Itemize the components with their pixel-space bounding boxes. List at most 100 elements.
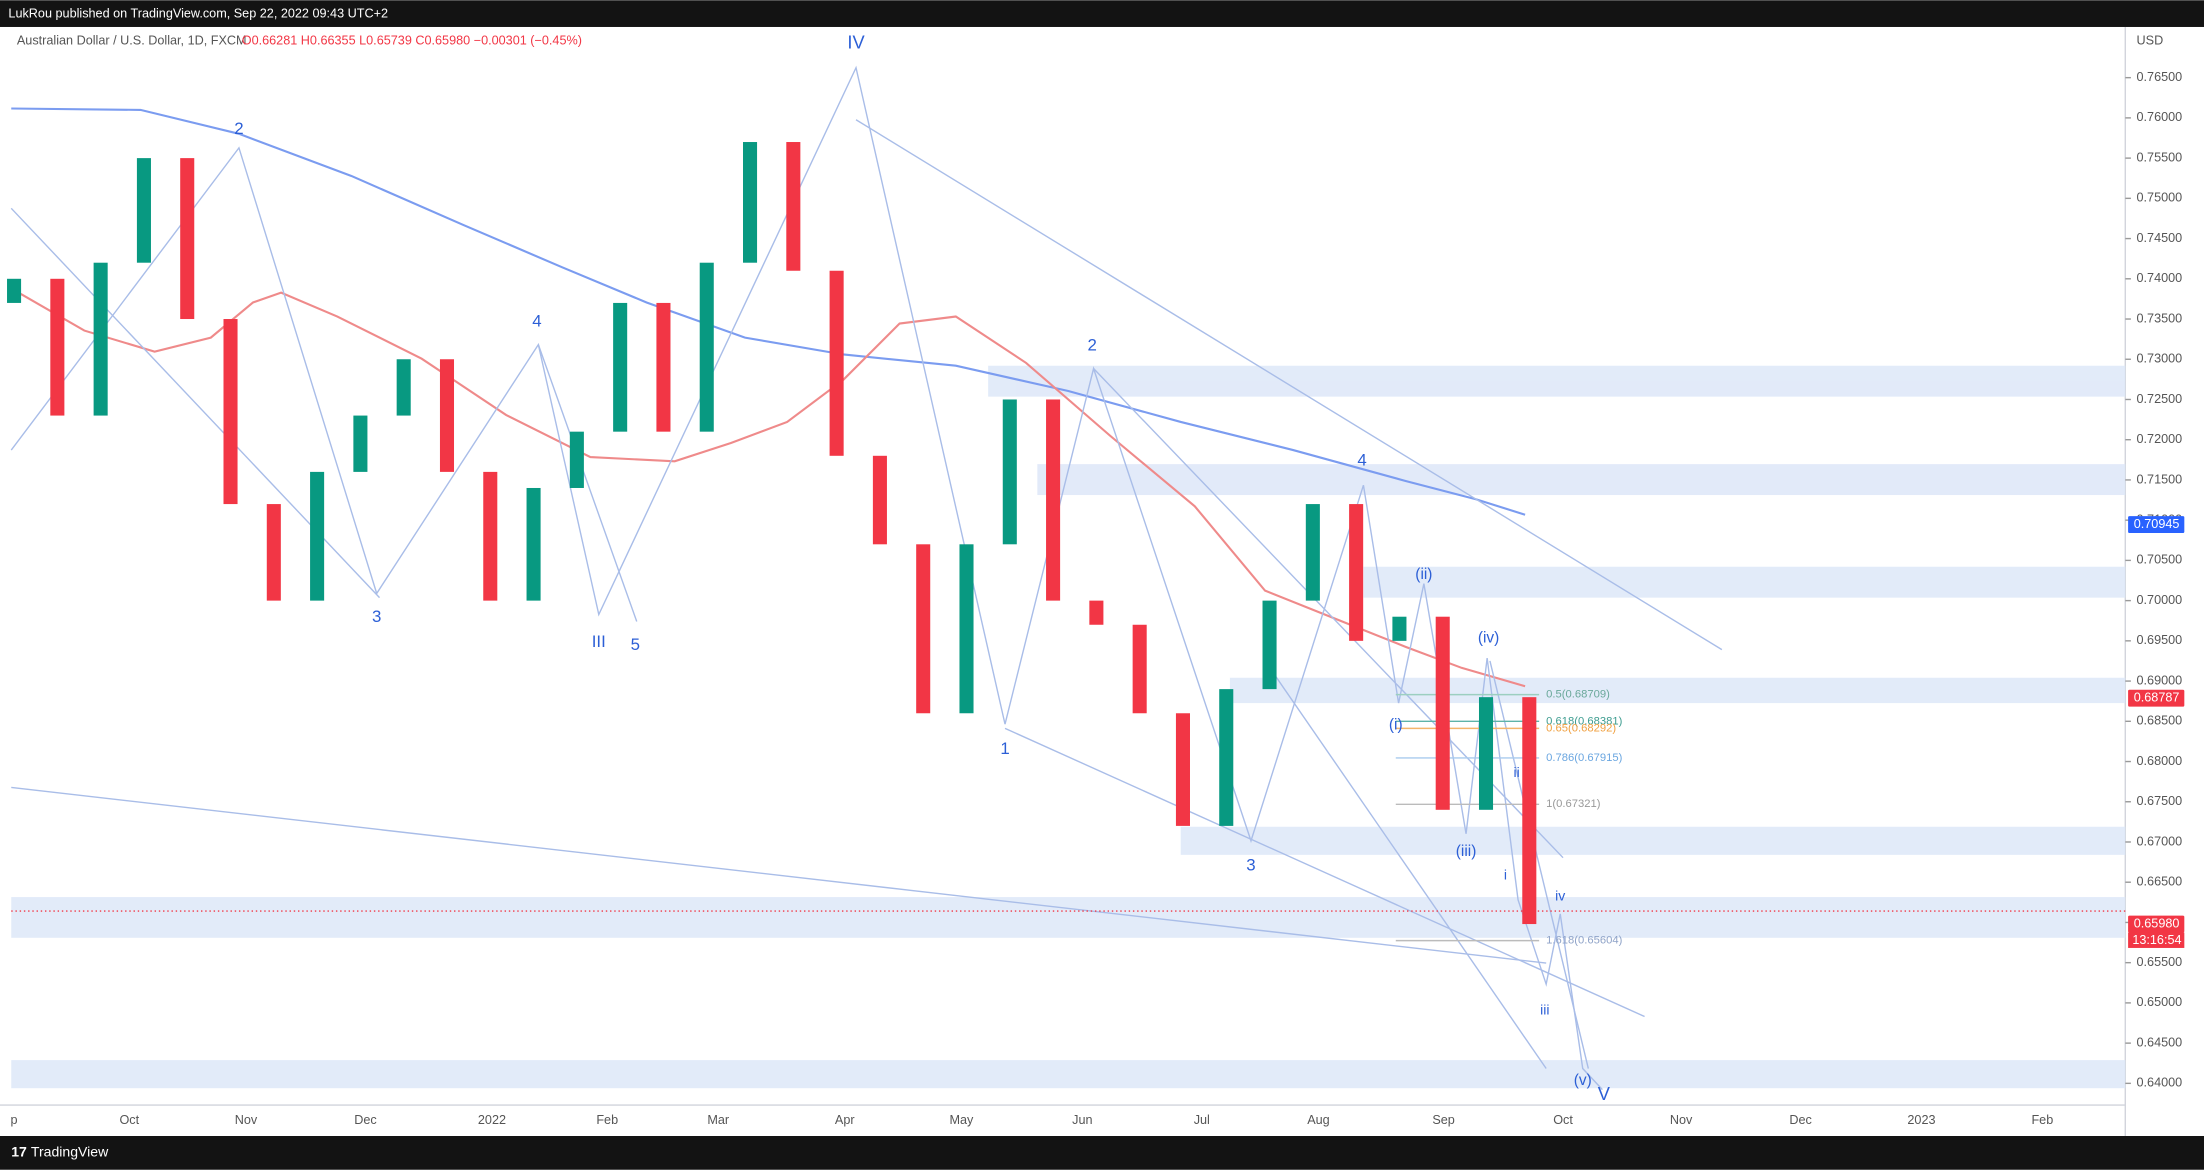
y-tick-label: 0.76000	[2137, 110, 2183, 124]
y-tick-label: 0.70500	[2137, 553, 2183, 567]
wave-label: 1	[1000, 739, 1009, 758]
top-bar	[0, 0, 2204, 27]
candle-body	[93, 262, 108, 416]
wave-label: i	[1504, 867, 1507, 883]
candle-body	[872, 455, 887, 545]
candle-body	[1305, 504, 1320, 601]
candle-body	[483, 471, 498, 601]
y-tick-label: 0.74500	[2137, 231, 2183, 245]
x-tick-label: Feb	[596, 1113, 618, 1127]
y-tick-label: 0.64500	[2137, 1035, 2183, 1049]
wave-label: 4	[532, 312, 541, 331]
y-tick-label: 0.64000	[2137, 1076, 2183, 1090]
x-tick-label: Dec	[354, 1113, 376, 1127]
candle-body	[829, 270, 844, 456]
y-tick-label: 0.66500	[2137, 875, 2183, 889]
candle-body	[656, 302, 671, 432]
y-tick-label: 0.65500	[2137, 955, 2183, 969]
candle-body	[959, 544, 974, 714]
fib-label: 0.5(0.68709)	[1546, 689, 1610, 701]
candle-body	[1262, 600, 1277, 690]
x-tick-label: Apr	[835, 1113, 855, 1127]
wave-label: iii	[1540, 1002, 1549, 1018]
x-tick-label: Oct	[119, 1113, 139, 1127]
y-tick-label: 0.72000	[2137, 432, 2183, 446]
x-tick-label: Oct	[1553, 1113, 1573, 1127]
x-tick-label: Jul	[1194, 1113, 1210, 1127]
y-tick-label: 0.68000	[2137, 754, 2183, 768]
candle-body	[1435, 616, 1450, 810]
y-tick-label: 0.68500	[2137, 714, 2183, 728]
wave-label: (v)	[1574, 1072, 1592, 1089]
footer-brand[interactable]: TradingView	[31, 1144, 109, 1160]
price-tag	[2128, 516, 2185, 534]
x-tick-label: Dec	[1789, 1113, 1811, 1127]
y-tick-label: 0.75500	[2137, 150, 2183, 164]
y-tick-label: 0.72500	[2137, 392, 2183, 406]
trendlines	[10, 65, 1723, 1091]
price-tag	[2128, 915, 2185, 933]
publisher: LukRou published on TradingView.com, Sep…	[8, 7, 388, 21]
symbol-title: Australian Dollar / U.S. Dollar, 1D, FXC…	[17, 33, 247, 47]
candle-body	[1219, 689, 1234, 826]
candle-body	[310, 471, 325, 601]
y-tick-label: 0.73500	[2137, 311, 2183, 325]
candle-body	[916, 544, 931, 714]
candle-body	[786, 142, 801, 271]
candle-body	[1522, 697, 1537, 925]
price-tag-label: 0.68787	[2134, 691, 2180, 705]
candle-body	[223, 319, 238, 505]
y-tick-label: 0.65000	[2137, 995, 2183, 1009]
bottom-bar	[0, 1136, 2204, 1170]
wave-label: 3	[1246, 856, 1255, 875]
x-tick-label: Aug	[1307, 1113, 1330, 1127]
wave-label: IV	[847, 32, 865, 53]
x-tick-label: Nov	[235, 1113, 258, 1127]
moving-averages	[10, 107, 1526, 688]
candle-body	[353, 415, 368, 472]
countdown-bg	[2128, 932, 2185, 948]
wave-label: (iii)	[1456, 843, 1477, 860]
y-tick-label: 0.74000	[2137, 271, 2183, 285]
candle-body	[50, 278, 65, 416]
candle-body	[136, 158, 151, 263]
candle-body	[180, 158, 195, 320]
candle-body	[439, 359, 455, 472]
candle-body	[1175, 713, 1190, 826]
y-tick-label: 0.70000	[2137, 593, 2183, 607]
candle-body	[699, 262, 714, 432]
x-tick-label: Nov	[1670, 1113, 1693, 1127]
wave-label: (i)	[1389, 717, 1403, 734]
price-tag-label: 0.65980	[2134, 916, 2180, 930]
y-tick-label: 0.71500	[2137, 472, 2183, 486]
x-tick-label: May	[949, 1113, 974, 1127]
y-tick-label: 0.69000	[2137, 673, 2183, 687]
fib-label: 1(0.67321)	[1546, 798, 1601, 810]
logo: 17	[11, 1144, 27, 1160]
candle-body	[266, 504, 281, 601]
wave-label: V	[1598, 1083, 1611, 1104]
candle-body	[1089, 600, 1104, 625]
wave-label: 2	[234, 119, 243, 138]
candle-body	[7, 278, 22, 303]
candle-body	[1132, 624, 1147, 714]
currency: USD	[2137, 33, 2164, 47]
y-tick-label: 0.76500	[2137, 70, 2183, 84]
x-tick-label: Feb	[2031, 1113, 2053, 1127]
wave-label: ii	[1514, 764, 1520, 780]
fib-label: 0.618(0.68381)	[1546, 715, 1622, 727]
y-tick-label: 0.73000	[2137, 352, 2183, 366]
price-tag-label: 0.70945	[2134, 517, 2180, 531]
fib-label: 1.618(0.65604)	[1546, 935, 1622, 947]
candle-body	[1349, 504, 1364, 641]
x-tick-label: 2023	[1907, 1113, 1935, 1127]
wave-label: iv	[1555, 888, 1565, 904]
wave-label: III	[592, 632, 606, 651]
candle-body	[613, 302, 628, 432]
y-tick-label: 0.67500	[2137, 794, 2183, 808]
candle-body	[396, 359, 411, 416]
wave-label: 3	[372, 607, 381, 626]
y-tick-label: 0.67000	[2137, 834, 2183, 848]
candle-body	[569, 431, 584, 488]
